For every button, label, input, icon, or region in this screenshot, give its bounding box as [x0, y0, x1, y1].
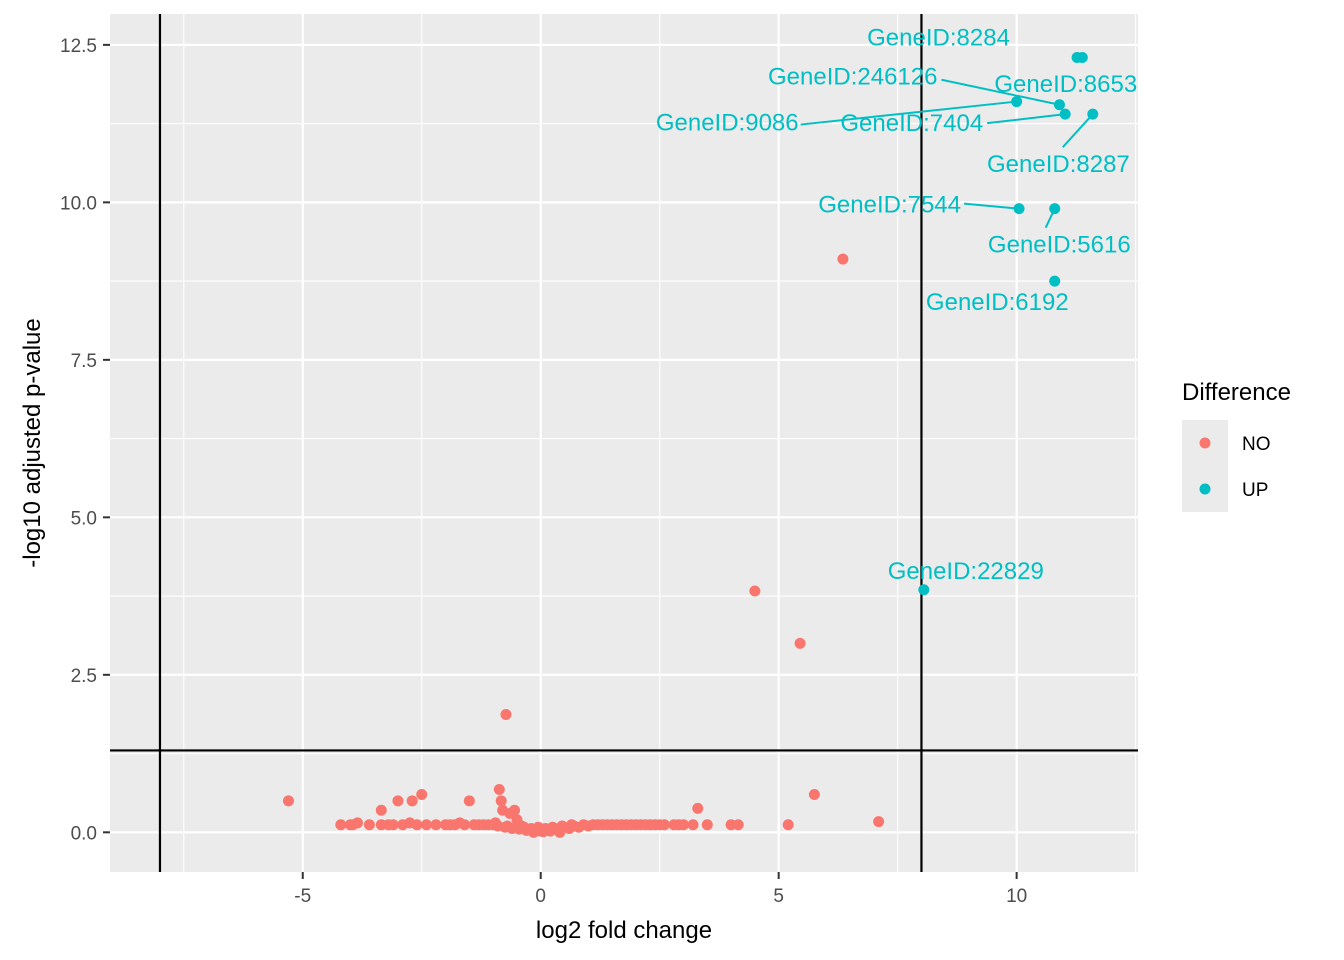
gene-label: GeneID:7544 [818, 192, 961, 219]
gene-label: GeneID:22829 [888, 558, 1044, 585]
annotation-leader-line [1044, 208, 1056, 229]
point-no [687, 819, 699, 831]
point-no [782, 819, 794, 831]
legend-label-up: UP [1242, 480, 1268, 501]
plot-panel [110, 14, 1138, 872]
point-no [630, 819, 642, 831]
annotation-leader-line [1062, 113, 1094, 148]
point-no [397, 819, 409, 831]
gene-annotations: GeneID:8284 GeneID:246126 GeneID:8653 GeneI… [656, 24, 1137, 584]
x-tick-label: 5 [773, 886, 784, 907]
point-no [587, 819, 599, 831]
point-no [459, 819, 471, 831]
point-no [495, 795, 507, 807]
point-no [282, 795, 294, 807]
point-no [701, 819, 713, 831]
point-no [468, 819, 480, 831]
gene-label: GeneID:9086 [656, 110, 799, 137]
point-no [493, 783, 505, 795]
point-no [500, 709, 512, 721]
axes: -5 0 5 10 0.0 2.5 5.0 7.5 10.0 12.5 [60, 36, 1027, 907]
x-tick-label: 10 [1006, 886, 1027, 907]
point-no [532, 821, 544, 833]
point-no [732, 819, 744, 831]
point-up [1049, 275, 1061, 287]
gridlines [110, 14, 1138, 872]
point-no [837, 253, 849, 265]
point-no [658, 819, 670, 831]
point-no [344, 819, 356, 831]
y-tick-label: 12.5 [60, 36, 97, 57]
point-no [499, 821, 511, 833]
point-no [382, 819, 394, 831]
x-tick-label: 0 [535, 886, 546, 907]
point-no [616, 819, 628, 831]
annotation-leader-line [963, 202, 1020, 210]
point-no [416, 789, 428, 801]
point-no [601, 819, 613, 831]
gene-label: GeneID:8653 [994, 71, 1137, 98]
y-tick-label: 5.0 [71, 508, 97, 529]
legend: Difference NO UP [1182, 379, 1291, 512]
point-no [449, 819, 461, 831]
y-tick-label: 2.5 [71, 666, 97, 687]
point-no [420, 819, 432, 831]
legend-key-no [1199, 437, 1211, 449]
y-tick-label: 10.0 [60, 193, 97, 214]
legend-label-no: NO [1242, 434, 1271, 455]
point-no [808, 789, 820, 801]
gene-label: GeneID:7404 [840, 110, 983, 137]
y-tick-label: 7.5 [71, 351, 97, 372]
x-tick-label: -5 [294, 886, 311, 907]
point-up [1013, 203, 1025, 215]
point-no [375, 804, 387, 816]
threshold-lines [110, 14, 1138, 872]
point-no [644, 819, 656, 831]
gene-label: GeneID:246126 [768, 64, 937, 91]
point-no [692, 802, 704, 814]
point-no [504, 807, 516, 819]
point-no [794, 637, 806, 649]
point-no [406, 795, 418, 807]
point-no [392, 795, 404, 807]
annotation-leader-line [987, 113, 1066, 125]
legend-key-up [1199, 483, 1211, 495]
point-no [463, 795, 475, 807]
gene-label: GeneID:5616 [988, 232, 1131, 259]
point-no [440, 819, 452, 831]
x-axis-title: log2 fold change [536, 917, 712, 944]
gene-label: GeneID:6192 [926, 289, 1069, 316]
point-no [873, 816, 885, 828]
point-no [673, 819, 685, 831]
point-no [554, 826, 566, 838]
gene-label: GeneID:8287 [987, 151, 1130, 178]
point-no [478, 819, 490, 831]
point-up [1076, 51, 1088, 63]
point-up [918, 584, 930, 596]
point-no [335, 819, 347, 831]
gene-label: GeneID:8284 [867, 24, 1010, 51]
y-tick-label: 0.0 [71, 823, 97, 844]
point-no [749, 585, 761, 597]
y-axis-title: -log10 adjusted p-value [19, 318, 46, 568]
point-no [516, 820, 528, 832]
annotation-leader-line [941, 78, 1060, 106]
data-points [282, 51, 1099, 838]
point-no [566, 819, 578, 831]
point-no [430, 819, 442, 831]
point-no [411, 819, 423, 831]
point-no [363, 819, 375, 831]
annotation-leader-line [800, 100, 1017, 126]
legend-title: Difference [1182, 379, 1291, 406]
